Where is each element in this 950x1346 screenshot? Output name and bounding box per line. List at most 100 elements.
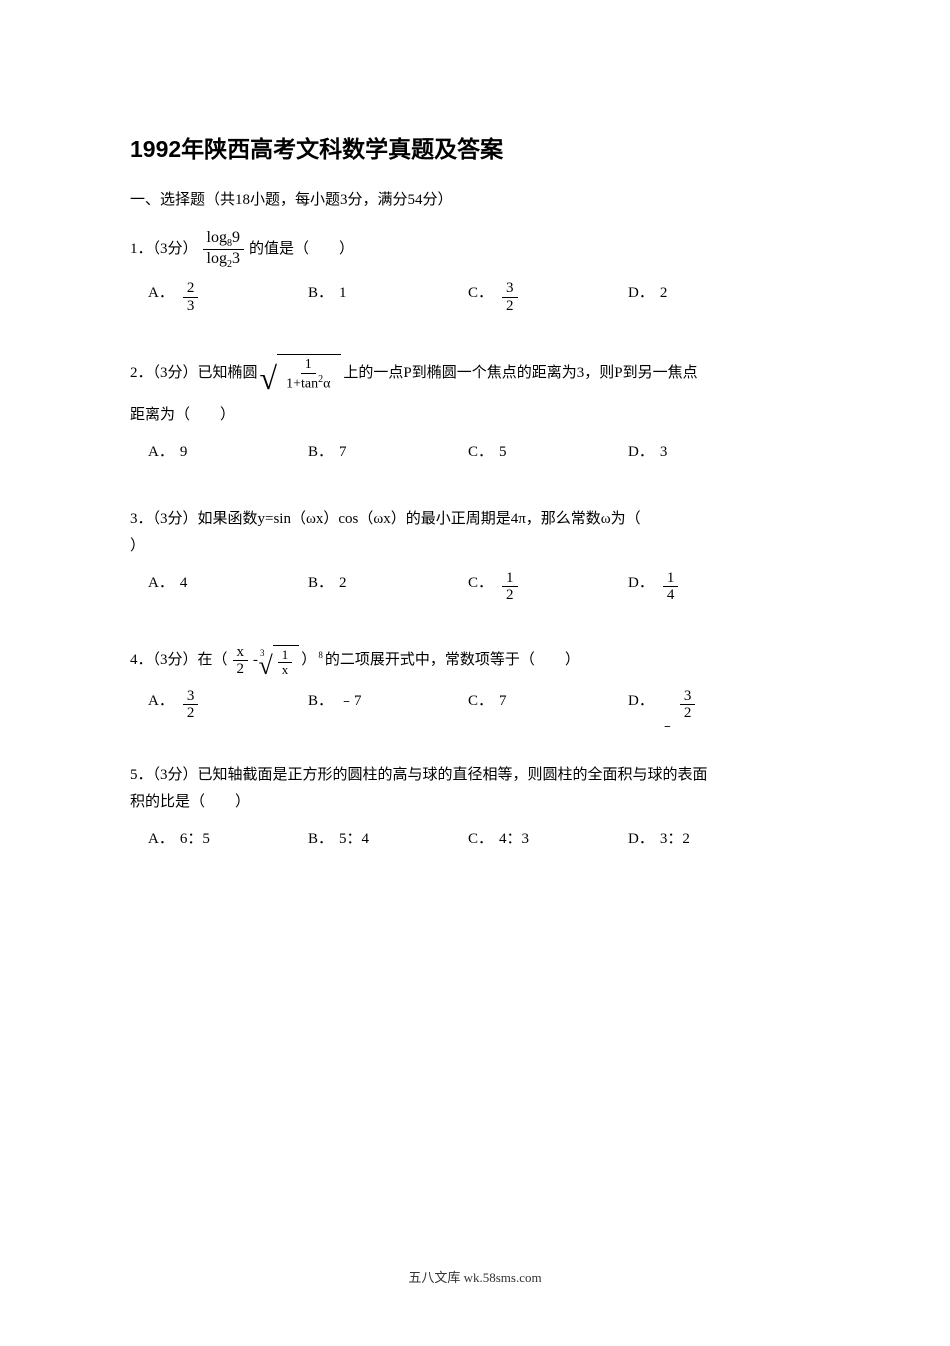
q1-option-a: A． 2 3 — [148, 280, 308, 314]
q5-option-c: C． 4：3 — [468, 826, 628, 853]
q4-b-val: ﹣7 — [339, 688, 362, 715]
q4-a-fraction: 3 2 — [183, 688, 199, 722]
q3-b-label: B． — [308, 570, 333, 597]
q3-d-num: 1 — [663, 570, 679, 588]
q5-line2: 积的比是（ ） — [130, 789, 820, 816]
q4-d-num: 3 — [680, 688, 696, 706]
q4-b-label: B． — [308, 688, 333, 715]
q1-a-num: 2 — [183, 280, 199, 298]
q3-line2: ） — [130, 533, 820, 560]
q4-stem: 4．（3分）在（ x 2 - 3 √ 1 x ） 8 的二项展开式中，常数项等于… — [130, 644, 820, 678]
question-5: 5．（3分）已知轴截面是正方形的圆柱的高与球的直径相等，则圆柱的全面积与球的表面… — [130, 762, 820, 853]
q1-d-label: D． — [628, 280, 654, 307]
q4-option-b: B． ﹣7 — [308, 688, 468, 722]
q2-d-val: 3 — [660, 439, 668, 466]
q3-d-label: D． — [628, 570, 654, 597]
q4-sup8: 8 — [318, 647, 323, 663]
q5-c-val: 4：3 — [499, 826, 529, 853]
sqrt-icon: √ — [260, 362, 278, 394]
q1-log-top-a: log — [207, 229, 227, 246]
q2-option-b: B． 7 — [308, 439, 468, 466]
section-header: 一、选择题（共18小题，每小题3分，满分54分） — [130, 188, 820, 209]
q2-a-label: A． — [148, 439, 174, 466]
q4-c-val: 7 — [499, 688, 507, 715]
q4-t2-num: 1 — [278, 648, 293, 663]
q4-d-neg: ﹣ — [660, 713, 675, 740]
q5-option-b: B． 5：4 — [308, 826, 468, 853]
q4-t1-num: x — [233, 644, 249, 662]
q4-t1-fraction: x 2 — [233, 644, 249, 678]
q5-line1: 5．（3分）已知轴截面是正方形的圆柱的高与球的直径相等，则圆柱的全面积与球的表面 — [130, 762, 820, 789]
q1-a-den: 3 — [183, 298, 199, 315]
q1-option-b: B． 1 — [308, 280, 468, 314]
q5-option-a: A． 6：5 — [148, 826, 308, 853]
q3-d-fraction: 1 4 — [663, 570, 679, 604]
q1-log-top-b: 9 — [232, 229, 240, 246]
q4-d-den: 2 — [680, 705, 696, 722]
q1-c-num: 3 — [502, 280, 518, 298]
q5-a-val: 6：5 — [180, 826, 210, 853]
q5-d-label: D． — [628, 826, 654, 853]
q4-c-label: C． — [468, 688, 493, 715]
question-2: 2．（3分）已知椭圆 √ 1 1+tan2α 上的一点P到椭圆一个焦点的距离为3… — [130, 354, 820, 465]
q2-a-val: 9 — [180, 439, 188, 466]
q1-c-fraction: 3 2 — [502, 280, 518, 314]
q5-d-val: 3：2 — [660, 826, 690, 853]
q4-option-a: A． 3 2 — [148, 688, 308, 722]
question-1: 1．（3分） log89 log23 的值是（ ） A． 2 3 B． 1 C． — [130, 229, 820, 314]
q2-option-a: A． 9 — [148, 439, 308, 466]
q4-tail: 的二项展开式中，常数项等于（ ） — [325, 647, 580, 674]
q3-option-d: D． 1 4 — [628, 570, 788, 604]
q1-option-c: C． 3 2 — [468, 280, 628, 314]
q4-root: 3 √ 1 x — [260, 645, 299, 678]
q1-d-val: 2 — [660, 280, 668, 307]
q4-t2-fraction: 1 x — [278, 648, 293, 678]
q1-log-bot-a: log — [207, 250, 227, 267]
q4-number: 4．（3分）在（ — [130, 647, 228, 674]
q3-a-val: 4 — [180, 570, 188, 597]
q4-d-label: D． — [628, 688, 654, 715]
q5-a-label: A． — [148, 826, 174, 853]
q4-t2-den: x — [278, 663, 293, 677]
q4-options: A． 3 2 B． ﹣7 C． 7 D． ﹣ 3 2 — [130, 688, 820, 722]
q4-t1-den: 2 — [233, 661, 249, 678]
question-4: 4．（3分）在（ x 2 - 3 √ 1 x ） 8 的二项展开式中，常数项等于… — [130, 644, 820, 722]
q1-stem: 1．（3分） log89 log23 的值是（ ） — [130, 229, 820, 270]
q2-rad-fraction: 1 1+tan2α — [282, 357, 334, 391]
q3-c-fraction: 1 2 — [502, 570, 518, 604]
q2-sqrt: √ 1 1+tan2α — [260, 354, 342, 391]
q5-c-label: C． — [468, 826, 493, 853]
q1-log-bot-b: 3 — [232, 250, 240, 267]
q2-number: 2．（3分）已知椭圆 — [130, 360, 258, 387]
q1-options: A． 2 3 B． 1 C． 3 2 D． 2 — [130, 280, 820, 314]
q3-c-num: 1 — [502, 570, 518, 588]
q3-a-label: A． — [148, 570, 174, 597]
q3-line1: 3．（3分）如果函数y=sin（ωx）cos（ωx）的最小正周期是4π，那么常数… — [130, 506, 820, 533]
q2-option-d: D． 3 — [628, 439, 788, 466]
q2-options: A． 9 B． 7 C． 5 D． 3 — [130, 439, 820, 466]
q1-b-label: B． — [308, 280, 333, 307]
page-title: 1992年陕西高考文科数学真题及答案 — [130, 130, 820, 164]
question-3: 3．（3分）如果函数y=sin（ωx）cos（ωx）的最小正周期是4π，那么常数… — [130, 506, 820, 604]
cube-root-icon: √ — [259, 653, 273, 679]
q4-minus: - — [253, 647, 258, 674]
q3-b-val: 2 — [339, 570, 347, 597]
q5-b-label: B． — [308, 826, 333, 853]
q1-tail: 的值是（ ） — [249, 236, 354, 263]
q2-c-label: C． — [468, 439, 493, 466]
q2-tail1: 上的一点P到椭圆一个焦点的距离为3，则P到另一焦点 — [343, 360, 697, 387]
q5-option-d: D． 3：2 — [628, 826, 788, 853]
q1-a-fraction: 2 3 — [183, 280, 199, 314]
q2-rad-den-a: 1+tan — [286, 376, 318, 391]
q1-c-label: C． — [468, 280, 493, 307]
q1-option-d: D． 2 — [628, 280, 788, 314]
q1-a-label: A． — [148, 280, 174, 307]
q2-tail2: 距离为（ ） — [130, 402, 820, 429]
q2-b-label: B． — [308, 439, 333, 466]
q3-option-b: B． 2 — [308, 570, 468, 604]
q2-b-val: 7 — [339, 439, 347, 466]
q4-a-den: 2 — [183, 705, 199, 722]
q1-c-den: 2 — [502, 298, 518, 315]
q4-d-fraction: 3 2 — [680, 688, 696, 722]
q4-option-d: D． ﹣ 3 2 — [628, 688, 788, 722]
